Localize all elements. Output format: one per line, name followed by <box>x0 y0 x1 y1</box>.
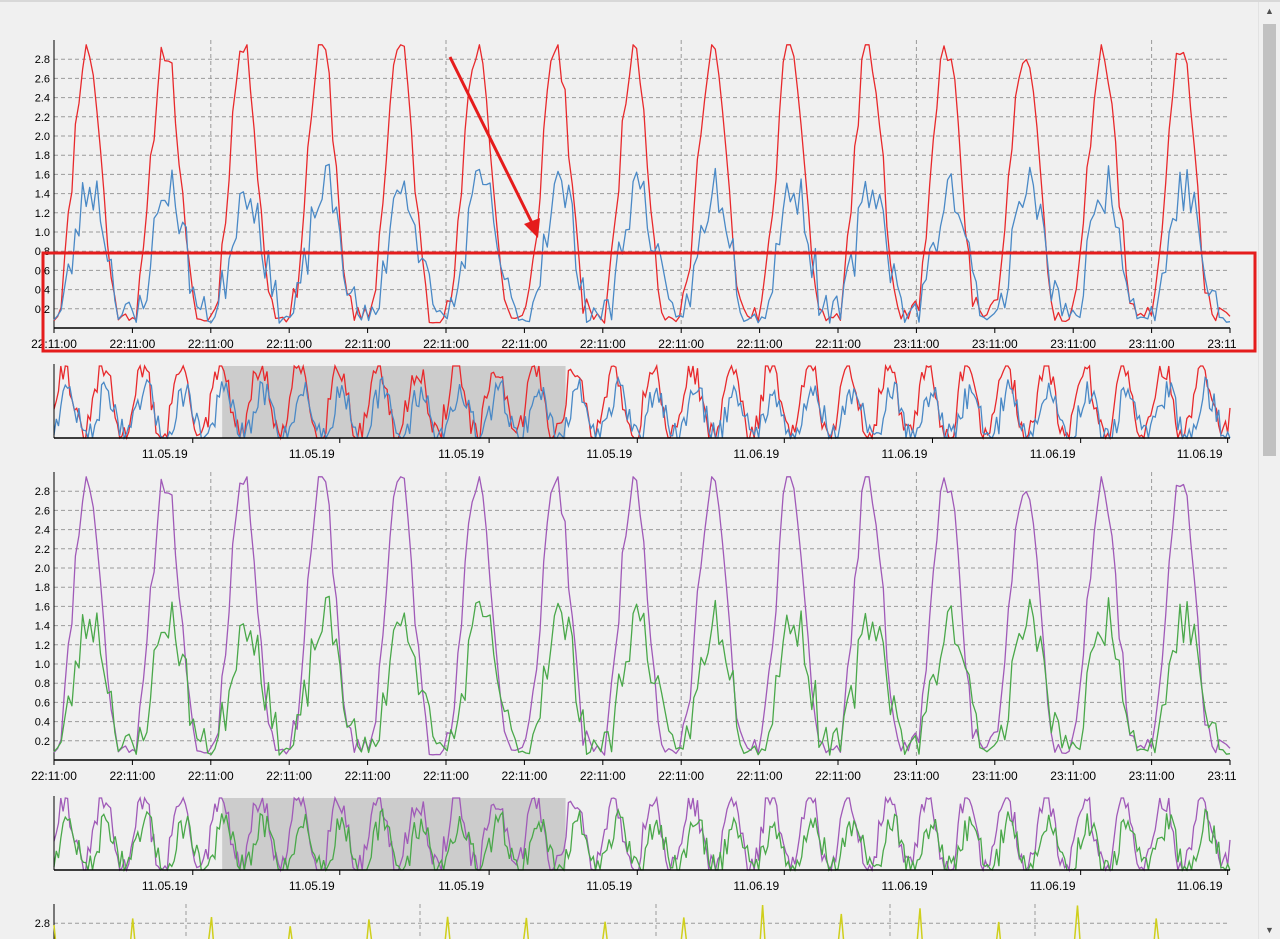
series-line-red <box>53 44 1231 324</box>
x-tick-label: 23:11:00 <box>893 337 939 351</box>
y-tick-label: 2.8 <box>35 54 50 66</box>
overview-x-tick-label: 11.05.19 <box>438 879 484 893</box>
x-tick-label: 22:11:00 <box>815 337 861 351</box>
x-tick-label: 22:11:00 <box>423 337 469 351</box>
y-tick-label: 1.8 <box>35 582 50 594</box>
overview-series-purple <box>53 795 1231 873</box>
overview-x-tick-label: 11.06.19 <box>1030 879 1076 893</box>
highlight-box <box>41 251 1257 353</box>
y-tick-label: 1.0 <box>35 227 50 239</box>
x-tick-label: 22:11:00 <box>580 769 626 783</box>
y-tick-label: 2.4 <box>35 93 50 105</box>
window-top-border <box>0 0 1280 2</box>
overview-x-tick-label: 11.06.19 <box>1177 879 1223 893</box>
overview-x-tick-label: 11.06.19 <box>1177 447 1223 461</box>
x-tick-label: 22:11:00 <box>31 337 77 351</box>
x-tick-label: 23:11:00 <box>972 769 1018 783</box>
x-tick-label: 23:11:00 <box>1050 337 1096 351</box>
overview-x-tick-label: 11.06.19 <box>733 879 779 893</box>
overview-x-tick-label: 11.05.19 <box>586 447 632 461</box>
overview-x-tick-label: 11.05.19 <box>289 879 335 893</box>
overview-x-tick-label: 11.06.19 <box>733 447 779 461</box>
y-tick-label: 0.2 <box>35 736 50 748</box>
x-tick-label: 22:11:00 <box>109 769 155 783</box>
scroll-up-arrow-icon[interactable]: ▲ <box>1265 6 1274 16</box>
series-line-yellow <box>53 905 1160 939</box>
y-tick-label: 2.4 <box>35 525 50 537</box>
x-tick-label: 22:11:00 <box>109 337 155 351</box>
x-tick-label: 22:11:00 <box>501 769 547 783</box>
x-tick-label: 22:11:00 <box>658 337 704 351</box>
y-tick-label: 1.4 <box>35 621 50 633</box>
y-tick-label: 2.6 <box>35 505 50 517</box>
scroll-down-arrow-icon[interactable]: ▼ <box>1265 925 1274 935</box>
overview-series-red <box>53 363 1231 441</box>
vertical-scrollbar[interactable]: ▲ ▼ <box>1258 2 1280 939</box>
annotations <box>41 56 1257 353</box>
y-tick-label: 0.4 <box>35 717 50 729</box>
series-line-blue <box>53 163 1231 324</box>
scroll-thumb[interactable] <box>1263 24 1276 456</box>
series-line-green <box>53 595 1231 756</box>
x-tick-label: 22:11:00 <box>501 337 547 351</box>
x-tick-label: 22:11:00 <box>188 769 234 783</box>
x-tick-label: 23:11 <box>1207 769 1236 783</box>
x-tick-label: 22:11:00 <box>737 769 783 783</box>
main-chart-yellow[interactable]: 2.8 <box>35 904 1230 939</box>
x-tick-label: 23:11:00 <box>1129 337 1175 351</box>
x-tick-label: 22:11:00 <box>266 769 312 783</box>
x-tick-label: 22:11:00 <box>345 769 391 783</box>
y-tick-label: 1.2 <box>35 640 50 652</box>
x-tick-label: 22:11:00 <box>815 769 861 783</box>
x-tick-label: 22:11:00 <box>658 769 704 783</box>
x-tick-label: 22:11:00 <box>423 769 469 783</box>
x-tick-label: 23:11:00 <box>1129 769 1175 783</box>
y-tick-label: 1.8 <box>35 150 50 162</box>
overview-x-tick-label: 11.05.19 <box>142 879 188 893</box>
series-line-purple <box>53 476 1231 756</box>
annotation-arrow <box>448 56 535 226</box>
y-tick-label: 0.8 <box>35 678 50 690</box>
y-tick-label: 2.0 <box>35 563 50 575</box>
overview-x-tick-label: 11.06.19 <box>1030 447 1076 461</box>
x-tick-label: 23:11:00 <box>1050 769 1096 783</box>
x-tick-label: 23:11 <box>1207 337 1236 351</box>
x-tick-label: 22:11:00 <box>737 337 783 351</box>
overview-chart-purple-green[interactable]: 11.05.19 11.05.19 11.05.19 11.05.19 11.06.19… <box>53 795 1231 893</box>
y-tick-label: 1.6 <box>35 601 50 613</box>
y-tick-label: 0.6 <box>35 697 50 709</box>
overview-x-tick-label: 11.05.19 <box>289 447 335 461</box>
main-chart-red-blue[interactable]: 0.20.40.60.81.01.21.41.61.82.02.22.42.62… <box>31 40 1237 351</box>
overview-x-tick-label: 11.05.19 <box>586 879 632 893</box>
overview-chart-red-blue[interactable]: 11.05.19 11.05.19 11.05.19 11.05.19 11.06.19… <box>53 363 1231 461</box>
y-tick-label: 2.8 <box>35 486 50 498</box>
x-tick-label: 22:11:00 <box>266 337 312 351</box>
annotation-arrow-head <box>524 218 540 238</box>
overview-x-tick-label: 11.06.19 <box>882 879 928 893</box>
y-tick-label: 2.6 <box>35 73 50 85</box>
main-chart-purple-green[interactable]: 0.2 0.4 0.6 0.8 1.0 1.2 1.4 1.6 1.8 2.0 2.2 2.4 2.6 2… <box>31 472 1237 783</box>
x-tick-label: 22:11:00 <box>31 769 77 783</box>
x-tick-label: 23:11:00 <box>893 769 939 783</box>
overview-x-tick-label: 11.06.19 <box>882 447 928 461</box>
x-tick-label: 22:11:00 <box>188 337 234 351</box>
y-tick-label: 2.0 <box>35 131 50 143</box>
x-tick-label: 22:11:00 <box>580 337 626 351</box>
y-tick-label: 1.6 <box>35 169 50 181</box>
y-tick-label: 2.8 <box>35 918 50 930</box>
y-tick-label: 1.0 <box>35 659 50 671</box>
x-tick-label: 23:11:00 <box>972 337 1018 351</box>
overview-x-tick-label: 11.05.19 <box>438 447 484 461</box>
overview-x-tick-label: 11.05.19 <box>142 447 188 461</box>
y-tick-label: 1.4 <box>35 189 50 201</box>
y-tick-label: 1.2 <box>35 208 50 220</box>
x-tick-label: 22:11:00 <box>345 337 391 351</box>
y-tick-label: 2.2 <box>35 544 50 556</box>
y-tick-label: 2.2 <box>35 112 50 124</box>
